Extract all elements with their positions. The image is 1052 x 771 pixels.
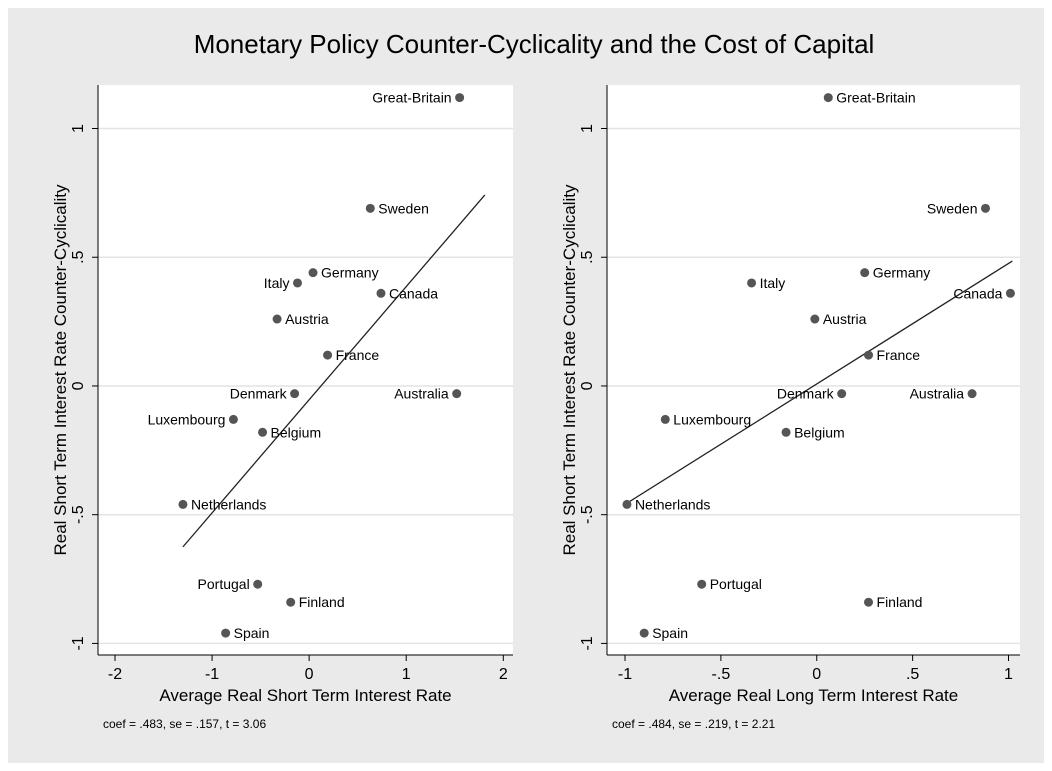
point-label: Luxembourg	[148, 411, 226, 427]
point	[823, 93, 833, 103]
point	[376, 288, 386, 298]
point	[810, 314, 820, 324]
point-label: Finland	[877, 594, 923, 610]
point	[228, 414, 238, 424]
point-label: Australia	[910, 386, 965, 402]
point-label: Denmark	[230, 386, 288, 402]
point	[292, 278, 302, 288]
point	[860, 268, 870, 278]
fit-line	[182, 194, 486, 548]
note: coef = .483, se = .157, t = 3.06	[103, 717, 266, 731]
point	[286, 597, 296, 607]
x-tick-label: -1	[618, 666, 632, 683]
point	[455, 93, 465, 103]
point-label: Canada	[389, 285, 438, 301]
note: coef = .484, se = .219, t = 2.21	[612, 717, 775, 731]
point-label: Finland	[299, 594, 345, 610]
x-tick-label: .5	[906, 666, 919, 683]
point-label: Belgium	[794, 424, 845, 440]
y-tick-label: -.5	[70, 505, 87, 524]
point	[178, 499, 188, 509]
point-label: Austria	[285, 311, 329, 327]
point-label: Portugal	[710, 576, 762, 592]
x-tick-label: -2	[108, 666, 122, 683]
x-tick-label: 2	[499, 666, 508, 683]
point	[221, 628, 231, 638]
point-label: Netherlands	[635, 496, 711, 512]
point-label: Sweden	[378, 200, 429, 216]
plot-area	[98, 85, 513, 655]
point-label: France	[336, 347, 380, 363]
point	[323, 350, 333, 360]
point	[308, 268, 318, 278]
y-tick-label: 1	[70, 124, 87, 133]
y-tick-label: 0	[579, 381, 596, 390]
point	[781, 427, 791, 437]
point-label: Italy	[264, 275, 290, 291]
point-label: Denmark	[777, 386, 835, 402]
point	[253, 579, 263, 589]
point	[697, 579, 707, 589]
point	[1005, 288, 1015, 298]
point-label: Italy	[760, 275, 786, 291]
point	[660, 414, 670, 424]
point-label: Canada	[953, 285, 1002, 301]
y-tick-label: -1	[579, 636, 596, 650]
point-label: France	[877, 347, 921, 363]
point	[258, 427, 268, 437]
y-axis-title: Real Short Term Interest Rate Counter-Cy…	[51, 184, 70, 555]
point-label: Spain	[652, 625, 688, 641]
x-tick-label: 0	[305, 666, 314, 683]
x-tick-label: -.5	[712, 666, 731, 683]
chart-title: Monetary Policy Counter-Cyclicality and …	[194, 29, 875, 59]
point-label: Great-Britain	[836, 90, 915, 106]
point	[639, 628, 649, 638]
y-tick-label: .5	[579, 250, 596, 263]
y-tick-label: 1	[579, 124, 596, 133]
point-label: Portugal	[198, 576, 250, 592]
point-label: Belgium	[271, 424, 322, 440]
point	[452, 389, 462, 399]
point-label: Australia	[394, 386, 449, 402]
point-label: Netherlands	[191, 496, 267, 512]
y-tick-label: -1	[70, 636, 87, 650]
point	[272, 314, 282, 324]
point-label: Austria	[823, 311, 867, 327]
x-tick-label: 1	[1004, 666, 1013, 683]
x-axis-title: Average Real Short Term Interest Rate	[159, 686, 451, 705]
plot-area	[607, 85, 1020, 655]
point	[864, 350, 874, 360]
point	[864, 597, 874, 607]
fit-line	[624, 260, 1013, 505]
point	[967, 389, 977, 399]
point	[837, 389, 847, 399]
point-label: Sweden	[927, 200, 978, 216]
y-tick-label: 0	[70, 381, 87, 390]
point	[365, 203, 375, 213]
x-axis-title: Average Real Long Term Interest Rate	[669, 686, 958, 705]
y-tick-label: .5	[70, 250, 87, 263]
y-tick-label: -.5	[579, 505, 596, 524]
point	[290, 389, 300, 399]
point-label: Spain	[234, 625, 270, 641]
x-tick-label: -1	[205, 666, 219, 683]
point	[622, 499, 632, 509]
point-label: Great-Britain	[372, 90, 451, 106]
y-axis-title: Real Short Term Interest Rate Counter-Cy…	[560, 184, 579, 555]
point-label: Germany	[873, 265, 931, 281]
point	[980, 203, 990, 213]
point-label: Germany	[321, 265, 379, 281]
point-label: Luxembourg	[673, 411, 751, 427]
x-tick-label: 1	[402, 666, 411, 683]
point	[747, 278, 757, 288]
x-tick-label: 0	[812, 666, 821, 683]
